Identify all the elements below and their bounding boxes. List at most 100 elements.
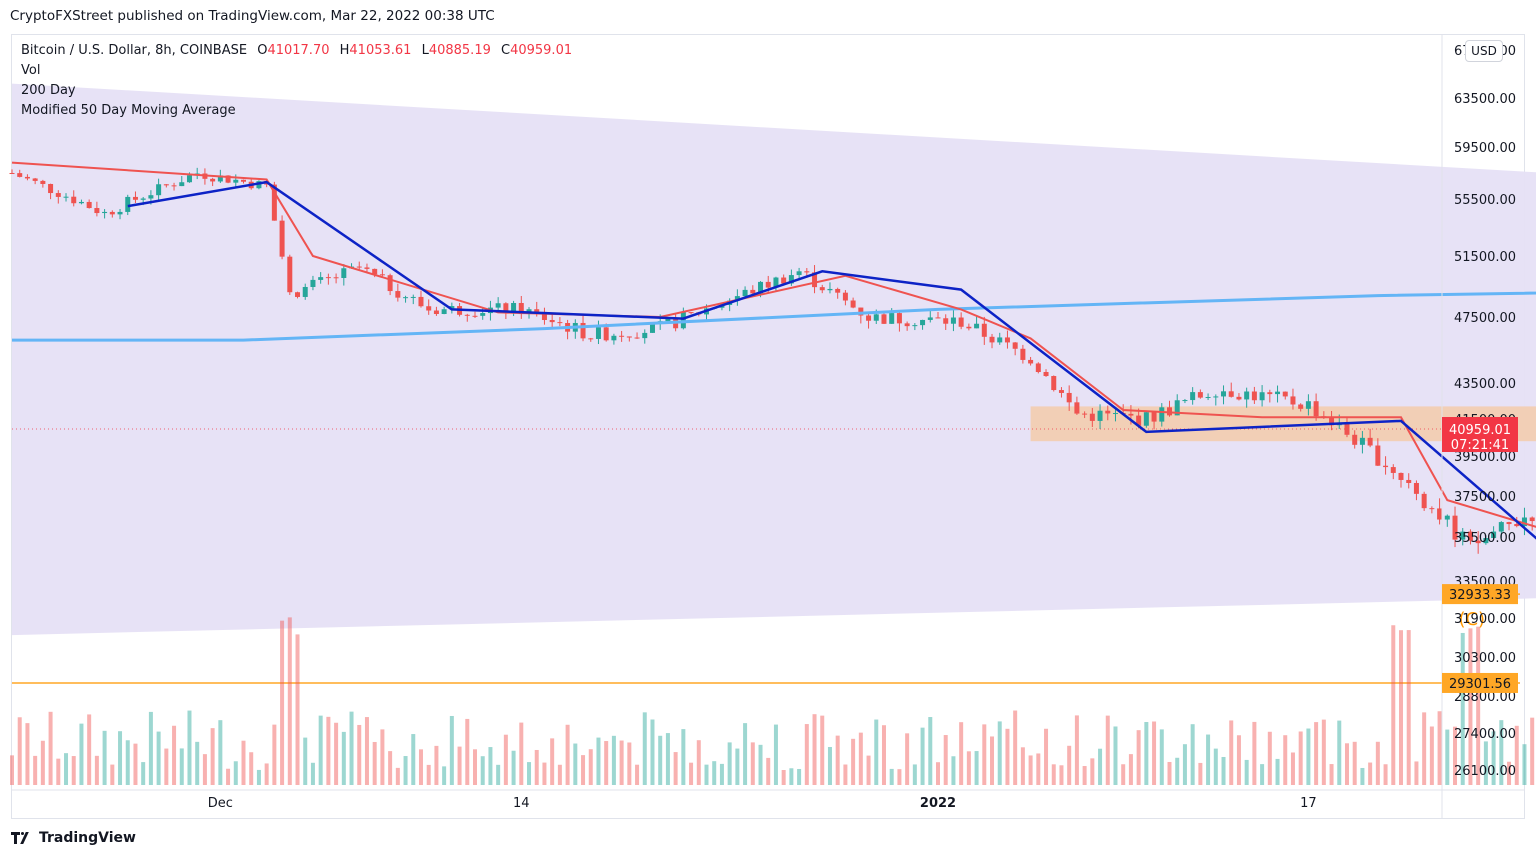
candle-body [17, 173, 23, 177]
volume-bar [1128, 754, 1133, 785]
volume-bar [1252, 721, 1257, 785]
volume-bar [141, 762, 146, 785]
legend-high-value: 41053.61 [349, 43, 412, 58]
last-price-tag [1442, 417, 1518, 453]
candle-body [765, 281, 771, 288]
volume-bar [897, 769, 902, 785]
volume-bar [596, 737, 601, 785]
legend-ohlc-row[interactable]: Bitcoin / U.S. Dollar, 8h, COINBASE O410… [21, 41, 572, 61]
volume-bar [48, 711, 53, 785]
volume-bar [1244, 759, 1249, 785]
y-tick-label: 59500.00 [1454, 141, 1516, 156]
candle-body [78, 201, 84, 204]
candle-body [626, 336, 632, 338]
volume-bar [1090, 758, 1095, 785]
footer-brand[interactable]: TradingView [11, 830, 136, 846]
volume-bar [1020, 747, 1025, 785]
volume-bar [681, 729, 686, 785]
volume-bar [1144, 722, 1149, 785]
candle-body [1136, 415, 1142, 426]
volume-bar [25, 723, 30, 785]
candle-body [410, 296, 416, 298]
volume-bar [1044, 728, 1049, 785]
volume-bar [465, 718, 470, 785]
candle-body [580, 322, 586, 339]
volume-bar [1121, 764, 1126, 785]
volume-bar [1013, 710, 1018, 785]
volume-bar [172, 725, 177, 785]
candle-body [302, 286, 308, 297]
candle-body [1112, 413, 1118, 415]
volume-bar [164, 748, 169, 785]
volume-bars [10, 617, 1535, 785]
volume-bar [457, 746, 462, 785]
candle-body [1514, 524, 1520, 527]
legend-indicator-ma50[interactable]: Modified 50 Day Moving Average [21, 103, 236, 118]
candle-body [603, 327, 609, 341]
volume-bar [442, 766, 447, 785]
legend-indicator-vol[interactable]: Vol [21, 63, 41, 78]
candle-body [680, 312, 686, 329]
volume-bar [658, 735, 663, 785]
candle-body [1460, 531, 1466, 540]
triangle-pattern [12, 83, 1536, 636]
candle-body [32, 178, 38, 181]
candle-body [1105, 410, 1111, 414]
volume-bar [588, 749, 593, 785]
volume-bar [1098, 748, 1103, 785]
candle-body [1359, 437, 1365, 445]
candle-body [974, 323, 980, 329]
candle-body [210, 178, 216, 182]
candle-body [511, 302, 517, 314]
volume-bar [310, 762, 315, 785]
candle-body [318, 277, 324, 280]
volume-bar [1229, 720, 1234, 785]
volume-bar [527, 762, 532, 785]
volume-bar [1422, 712, 1427, 785]
volume-bar [1391, 625, 1396, 785]
volume-bar [202, 754, 207, 785]
volume-bar [835, 735, 840, 785]
volume-bar [743, 723, 748, 785]
candle-body [387, 275, 393, 292]
volume-bar [1314, 722, 1319, 785]
volume-bar [735, 748, 740, 785]
candle-body [1305, 401, 1311, 409]
candle-body [356, 266, 362, 268]
candle-body [1159, 407, 1165, 422]
volume-bar [148, 711, 153, 785]
volume-bar [866, 755, 871, 785]
y-tick-label: 30300.00 [1454, 651, 1516, 666]
candle-body [1236, 396, 1242, 400]
candle-body [1182, 400, 1188, 402]
currency-button[interactable]: USD [1465, 40, 1503, 62]
volume-bar [1290, 752, 1295, 785]
candle-body [325, 277, 331, 279]
volume-bar [557, 764, 562, 785]
candle-body [734, 296, 740, 301]
volume-bar [503, 734, 508, 785]
candle-body [634, 337, 640, 339]
candle-body [379, 274, 385, 276]
volume-bar [704, 764, 709, 785]
volume-bar [1175, 757, 1180, 785]
candle-body [1020, 348, 1026, 360]
volume-bar [334, 722, 339, 785]
volume-bar [1182, 744, 1187, 785]
volume-bar [1113, 726, 1118, 785]
candle-body [1467, 531, 1473, 541]
candle-body [163, 184, 169, 186]
candle-body [295, 292, 301, 297]
volume-bar [1082, 766, 1087, 785]
volume-bar [1414, 761, 1419, 785]
volume-bar [635, 764, 640, 785]
volume-bar [473, 749, 477, 785]
candle-body [1521, 517, 1527, 527]
candle-body [842, 292, 848, 301]
legend-indicator-200day[interactable]: 200 Day [21, 83, 76, 98]
level-price-tag [1442, 672, 1518, 693]
candle-body [935, 317, 941, 319]
candle-body [1437, 508, 1443, 520]
candle-body [549, 319, 555, 323]
